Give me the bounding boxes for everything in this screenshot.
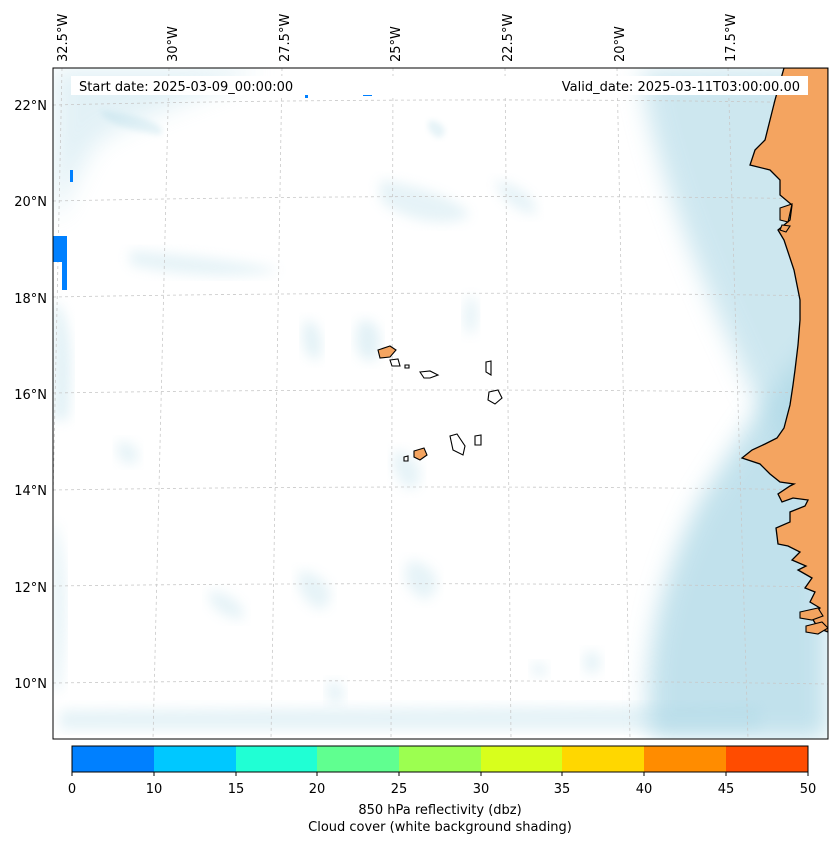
island-sao-vicente xyxy=(389,358,401,367)
lat-label: 16°N xyxy=(14,388,47,403)
lat-label: 18°N xyxy=(14,292,47,307)
lat-label: 12°N xyxy=(14,581,47,596)
lon-label: 25°W xyxy=(389,26,404,62)
colorbar-segment xyxy=(644,746,726,772)
colorbar-segment xyxy=(726,746,808,772)
colorbar-tick-label: 15 xyxy=(228,782,245,797)
colorbar-title: 850 hPa reflectivity (dbz) xyxy=(358,803,521,818)
colorbar-tick-label: 25 xyxy=(391,782,408,797)
reflectivity-patch xyxy=(53,236,67,262)
colorbar: 0 10 15 20 25 30 35 40 45 50 850 hPa ref… xyxy=(68,745,817,835)
lon-label: 32.5°W xyxy=(56,14,71,62)
colorbar-segment xyxy=(317,746,399,772)
island-fogo xyxy=(413,447,428,461)
island-coast xyxy=(779,224,791,233)
colorbar-tick-label: 45 xyxy=(718,782,735,797)
island-sao-nicolau xyxy=(419,370,440,379)
island-brava xyxy=(403,455,409,462)
lat-label: 14°N xyxy=(14,484,47,499)
colorbar-segment xyxy=(399,746,481,772)
colorbar-tick-label: 0 xyxy=(68,782,76,797)
colorbar-segment xyxy=(236,746,317,772)
colorbar-tick-label: 10 xyxy=(146,782,163,797)
island-santiago xyxy=(449,433,466,456)
start-date-label: Start date: 2025-03-09_00:00:00 xyxy=(79,80,293,95)
lon-label: 17.5°W xyxy=(724,14,739,62)
cape-verde-islands xyxy=(377,345,503,462)
island-boa-vista xyxy=(487,389,503,405)
reflectivity-patch xyxy=(70,170,73,182)
island-maio xyxy=(474,434,482,446)
lon-label: 22.5°W xyxy=(501,14,516,62)
valid-date-label: Valid_date: 2025-03-11T03:00:00.00 xyxy=(562,80,800,95)
lon-label: 27.5°W xyxy=(278,14,293,62)
colorbar-segment xyxy=(562,746,644,772)
colorbar-segment xyxy=(72,746,154,772)
longitude-labels: 32.5°W 30°W 27.5°W 25°W 22.5°W 20°W 17.5… xyxy=(56,14,739,62)
map-frame xyxy=(52,67,829,740)
island-coast xyxy=(799,607,824,621)
lon-label: 30°W xyxy=(166,26,181,62)
colorbar-tick-label: 50 xyxy=(800,782,817,797)
island-santa-luzia xyxy=(404,364,410,369)
colorbar-segment xyxy=(154,746,236,772)
colorbar-tick-label: 40 xyxy=(636,782,653,797)
reflectivity-patch xyxy=(305,94,308,98)
lat-label: 20°N xyxy=(14,195,47,210)
colorbar-segment xyxy=(481,746,562,772)
date-banner xyxy=(71,76,808,95)
island-coast xyxy=(805,621,828,635)
lon-label: 20°W xyxy=(613,26,628,62)
reflectivity-patch xyxy=(62,258,67,290)
latitude-labels: 22°N 20°N 18°N 16°N 14°N 12°N 10°N xyxy=(14,99,47,692)
colorbar-tick-label: 20 xyxy=(309,782,326,797)
island-sal xyxy=(485,360,492,376)
island-coast xyxy=(779,203,793,223)
lat-label: 10°N xyxy=(14,677,47,692)
africa-coastline xyxy=(740,68,828,633)
colorbar-tick-label: 35 xyxy=(554,782,571,797)
colorbar-subtitle: Cloud cover (white background shading) xyxy=(308,820,572,835)
graticule xyxy=(53,68,828,739)
colorbar-frame xyxy=(71,745,809,773)
lat-label: 22°N xyxy=(14,99,47,114)
colorbar-tick-label: 30 xyxy=(473,782,490,797)
island-santo-antao xyxy=(377,345,397,359)
